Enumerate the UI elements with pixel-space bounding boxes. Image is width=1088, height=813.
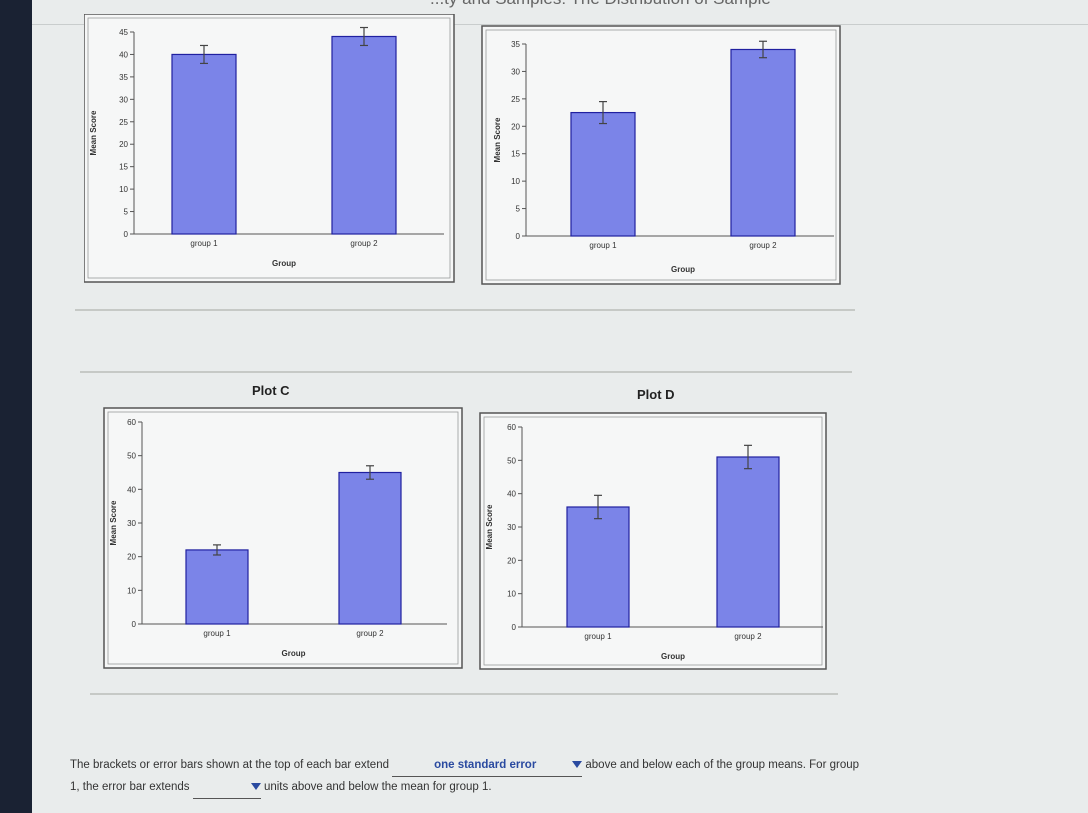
y-tick-label: 0	[512, 623, 517, 632]
x-axis-label: Group	[272, 259, 296, 268]
question-text: The brackets or error bars shown at the …	[70, 755, 1030, 799]
y-tick-label: 15	[119, 163, 128, 172]
bar-1	[185, 549, 249, 625]
error-bar-icon	[594, 494, 602, 520]
y-tick-label: 0	[124, 230, 129, 239]
chart-frame	[103, 407, 463, 669]
y-tick-label: 60	[127, 418, 136, 427]
y-tick-label: 50	[507, 456, 516, 465]
bar-1	[570, 111, 636, 237]
page-title: ...ty and Samples: The Distribution of S…	[430, 0, 770, 9]
x-axis-label: Group	[671, 265, 695, 274]
category-label: group 1	[190, 239, 218, 248]
bar-2	[730, 48, 796, 237]
chart-inner-frame	[483, 416, 823, 666]
plot-a-chart: 0 5 10 15 20 25 30 35 40 45 Mean Score group 1 group…	[84, 14, 455, 283]
error-bar-icon	[366, 465, 374, 480]
y-tick-label: 5	[124, 208, 129, 217]
chart-inner-frame	[87, 17, 451, 279]
error-bar-icon	[360, 26, 368, 47]
chart-inner-frame	[107, 411, 459, 665]
category-label: group 1	[203, 629, 231, 638]
y-axis-label: Mean Score	[493, 117, 502, 162]
plot-c-label: Plot C	[252, 383, 290, 398]
y-tick-label: 60	[507, 423, 516, 432]
error-bar-icon	[759, 40, 767, 59]
header-divider	[32, 24, 1088, 25]
divider	[90, 693, 838, 695]
question-part-4: units above and below the mean for group…	[263, 781, 492, 793]
plot-d-label: Plot D	[637, 387, 675, 402]
question-part-3: 1, the error bar extends	[70, 781, 190, 793]
chevron-down-icon	[250, 783, 261, 790]
y-tick-label: 40	[119, 50, 128, 59]
x-axis-label: Group	[661, 652, 685, 661]
category-label: group 2	[734, 632, 762, 641]
y-tick-label: 30	[511, 67, 520, 76]
error-bar-icon	[200, 44, 208, 65]
chart-frame	[84, 14, 455, 283]
chart-inner-frame	[485, 29, 837, 281]
bar-1	[171, 53, 237, 235]
bar-2	[338, 471, 402, 625]
bar-2	[716, 456, 780, 628]
y-tick-label: 10	[507, 590, 516, 599]
y-tick-label: 10	[127, 586, 136, 595]
y-axis-label: Mean Score	[485, 504, 494, 549]
category-label: group 1	[589, 241, 617, 250]
bar-1	[566, 506, 630, 628]
plot-d-chart: 0 10 20 30 40 50 60 Mean Score group 1 group 2 Gro…	[479, 412, 827, 670]
y-tick-label: 20	[511, 122, 520, 131]
left-edge-strip	[0, 0, 32, 813]
question-part-2: above and below each of the group means.…	[585, 759, 860, 771]
chevron-down-icon	[572, 761, 583, 768]
y-tick-label: 40	[127, 485, 136, 494]
y-tick-label: 10	[511, 177, 520, 186]
y-tick-label: 30	[119, 95, 128, 104]
y-tick-label: 45	[119, 28, 128, 37]
divider	[75, 309, 855, 311]
y-tick-label: 10	[119, 185, 128, 194]
y-axis-label: Mean Score	[109, 500, 118, 545]
category-label: group 2	[350, 239, 378, 248]
y-tick-label: 20	[127, 553, 136, 562]
error-bar-icon	[599, 100, 607, 125]
y-tick-label: 40	[507, 490, 516, 499]
bar-2	[331, 35, 397, 235]
y-tick-label: 20	[507, 556, 516, 565]
y-tick-label: 0	[516, 232, 521, 241]
x-axis-label: Group	[282, 649, 306, 658]
y-tick-label: 35	[119, 73, 128, 82]
error-bar-extent-dropdown[interactable]: one standard error	[392, 755, 583, 777]
y-tick-label: 30	[127, 519, 136, 528]
y-tick-label: 35	[511, 40, 520, 49]
plot-c-chart: 0 10 20 30 40 50 60 Mean Score group 1 group 2 Gro…	[103, 407, 463, 669]
y-tick-label: 5	[516, 205, 521, 214]
error-units-dropdown[interactable]	[192, 777, 261, 799]
divider	[80, 371, 852, 373]
y-tick-label: 50	[127, 452, 136, 461]
y-tick-label: 15	[511, 150, 520, 159]
y-tick-label: 25	[119, 118, 128, 127]
error-bar-icon	[744, 444, 752, 470]
y-tick-label: 25	[511, 95, 520, 104]
category-label: group 1	[584, 632, 612, 641]
question-part-1: The brackets or error bars shown at the …	[70, 759, 389, 771]
y-axis-label: Mean Score	[89, 110, 98, 155]
dropdown-selected-value: one standard error	[434, 759, 537, 771]
category-label: group 2	[356, 629, 384, 638]
y-tick-label: 20	[119, 140, 128, 149]
plot-b-chart: 0 5 10 15 20 25 30 35 Mean Score group 1 group 2 Gr…	[481, 25, 841, 285]
error-bar-icon	[213, 544, 221, 556]
y-tick-label: 0	[132, 620, 137, 629]
y-tick-label: 30	[507, 523, 516, 532]
category-label: group 2	[749, 241, 777, 250]
